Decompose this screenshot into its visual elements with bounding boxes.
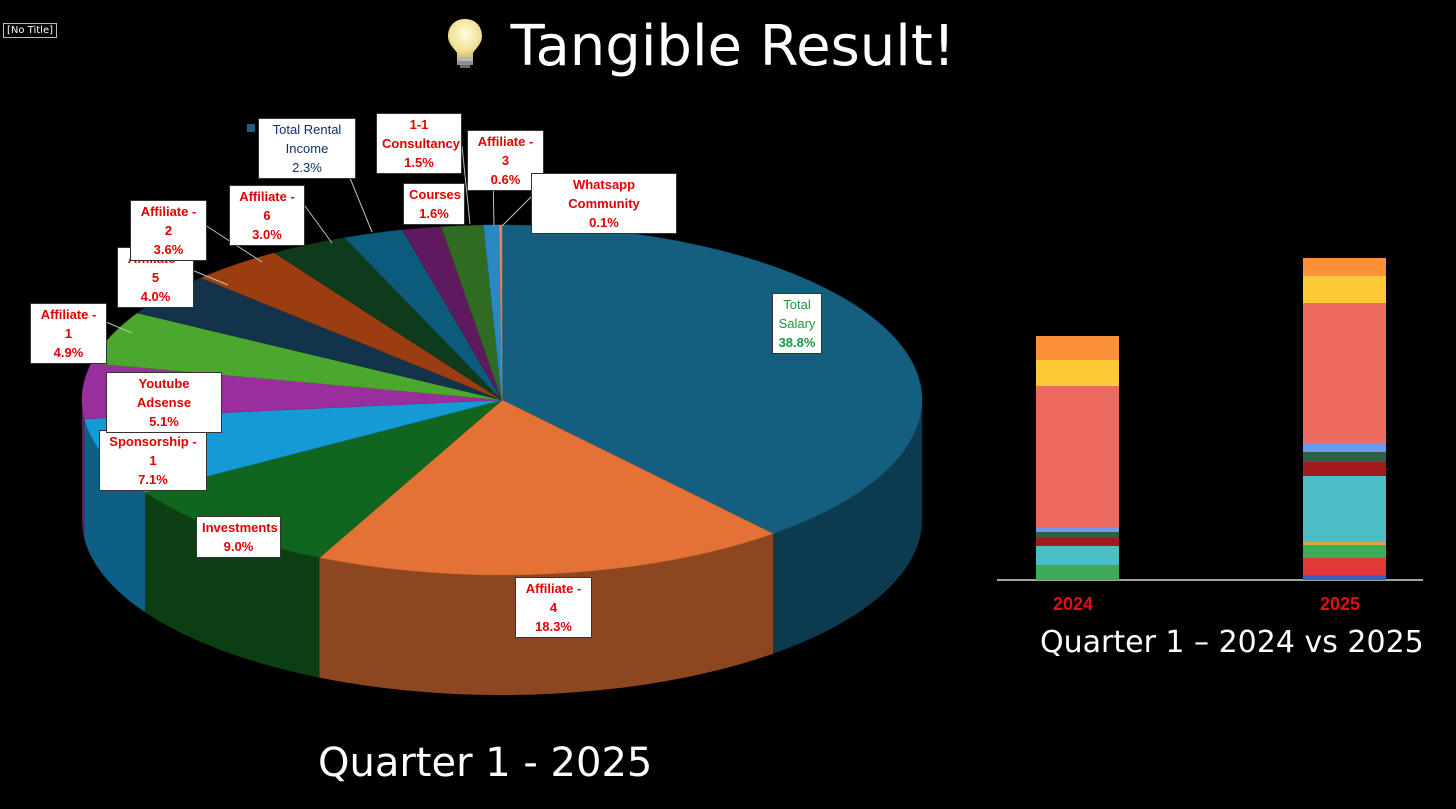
legend-marker-rental <box>247 124 255 132</box>
leader-line-7 <box>501 194 534 227</box>
label-total-salary-pct: 38.8% <box>778 335 816 350</box>
leader-line-0 <box>304 205 333 244</box>
label-sponsorship-1: Sponsorship - 1 7.1% <box>99 430 207 491</box>
bar-category-2024: 2024 <box>1053 594 1094 614</box>
bar-category-2025: 2025 <box>1320 594 1361 614</box>
pie-side-4 <box>82 400 85 539</box>
label-affiliate-2: Affiliate - 2 3.6% <box>130 200 207 261</box>
label-investments-name: Investments <box>202 520 278 535</box>
label-affiliate-2-pct: 3.6% <box>153 242 184 257</box>
label-affiliate-3-name: Affiliate - 3 <box>477 134 534 168</box>
light-bulb-icon <box>445 15 485 85</box>
label-total-rental-income-pct: 2.3% <box>292 160 322 175</box>
label-affiliate-2-name: Affiliate - 2 <box>140 204 197 238</box>
label-sponsorship-1-name: Sponsorship - 1 <box>109 434 197 468</box>
leader-line-4 <box>349 177 373 233</box>
label-investments-pct: 9.0% <box>223 539 254 554</box>
label-courses-name: Courses <box>409 187 462 202</box>
leader-line-3 <box>105 321 133 334</box>
slide-title: Tangible Result! <box>0 14 1400 85</box>
label-youtube-adsense-name: Youtube Adsense <box>136 376 192 410</box>
label-affiliate-1-pct: 4.9% <box>53 345 84 360</box>
pie-side-2 <box>145 492 320 678</box>
pie-slice-affiliate-4 <box>318 399 774 576</box>
bar-chart-title: Quarter 1 – 2024 vs 2025 <box>1040 625 1424 660</box>
window-title-tag: [No Title] <box>3 23 58 38</box>
label-total-rental-income: Total Rental Income 2.3% <box>258 118 356 179</box>
pie-slice-whatsapp-community <box>499 224 503 401</box>
label-affiliate-4-pct: 18.3% <box>535 619 572 634</box>
label-affiliate-4-name: Affiliate - 4 <box>525 581 582 615</box>
label-affiliate-3-pct: 0.6% <box>490 172 521 187</box>
label-consultancy-name: 1-1 Consultancy <box>382 117 461 151</box>
label-consultancy-pct: 1.5% <box>404 155 434 170</box>
label-affiliate-4: Affiliate - 4 18.3% <box>515 577 592 638</box>
label-investments: Investments 9.0% <box>196 516 281 558</box>
label-consultancy: 1-1 Consultancy 1.5% <box>376 113 462 174</box>
label-youtube-adsense: Youtube Adsense 5.1% <box>106 372 222 433</box>
label-affiliate-1: Affiliate - 1 4.9% <box>30 303 107 364</box>
label-courses-pct: 1.6% <box>419 206 449 221</box>
label-affiliate-6-name: Affiliate - 6 <box>239 189 295 223</box>
label-affiliate-6: Affiliate - 6 3.0% <box>229 185 305 246</box>
leader-line-2 <box>191 269 229 286</box>
label-total-salary: Total Salary 38.8% <box>772 293 822 354</box>
label-sponsorship-1-pct: 7.1% <box>138 472 168 487</box>
slide-title-text: Tangible Result! <box>510 14 956 79</box>
label-affiliate-6-pct: 3.0% <box>252 227 282 242</box>
label-whatsapp-community-pct: 0.1% <box>589 215 619 230</box>
leader-line-5 <box>461 145 471 225</box>
label-whatsapp-community: Whatsapp Community 0.1% <box>531 173 677 234</box>
label-affiliate-1-name: Affiliate - 1 <box>40 307 97 341</box>
label-total-rental-income-name: Total Rental Income <box>272 122 342 156</box>
label-total-salary-name: Total Salary <box>778 297 816 331</box>
label-youtube-adsense-pct: 5.1% <box>149 414 179 429</box>
pie-chart-title: Quarter 1 - 2025 <box>318 740 653 786</box>
label-affiliate-5-pct: 4.0% <box>140 289 171 304</box>
pie-side-0 <box>772 400 922 654</box>
label-whatsapp-community-name: Whatsapp Community <box>568 177 640 211</box>
label-courses: Courses 1.6% <box>403 183 465 225</box>
